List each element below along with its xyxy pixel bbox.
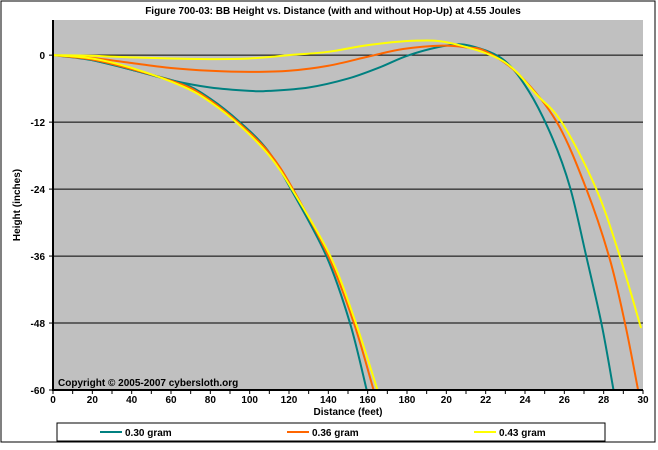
x-axis-label: Distance (feet) — [314, 407, 383, 418]
x-tick-label: 100 — [241, 395, 258, 406]
series-line-0-36-gram-without-hop-up — [53, 54, 375, 391]
y-tick-label: 0 — [39, 51, 45, 62]
y-tick-label: -48 — [31, 319, 46, 330]
y-tick-label: -36 — [31, 252, 46, 263]
copyright-annotation: Copyright © 2005-2007 cybersloth.org — [58, 378, 238, 389]
series-line-0-36-gram-with-hop-up — [53, 44, 640, 391]
x-tick-label: 26 — [559, 395, 571, 406]
x-tick-label: 80 — [205, 395, 217, 406]
x-tick-label: 20 — [441, 395, 453, 406]
x-tick-label: 22 — [480, 395, 492, 406]
chart-title: Figure 700-03: BB Height vs. Distance (w… — [145, 6, 521, 17]
x-tick-label: 120 — [281, 395, 298, 406]
x-tick-label: 28 — [598, 395, 610, 406]
x-tick-label: 24 — [519, 395, 531, 406]
x-tick-label: 30 — [637, 395, 649, 406]
x-tick-label: 160 — [359, 395, 376, 406]
x-tick-label: 20 — [87, 395, 99, 406]
y-tick-label: -12 — [31, 118, 46, 129]
plot-area — [53, 20, 643, 390]
legend-label: 0.43 gram — [499, 428, 546, 439]
x-tick-label: 60 — [165, 395, 177, 406]
legend-label: 0.30 gram — [125, 428, 172, 439]
x-tick-label: 0 — [50, 395, 56, 406]
x-tick-label: 180 — [399, 395, 416, 406]
legend-label: 0.36 gram — [312, 428, 359, 439]
series-line-0-43-gram-without-hop-up — [53, 54, 379, 391]
x-tick-label: 40 — [126, 395, 138, 406]
y-axis-label: Height (inches) — [12, 169, 23, 241]
y-tick-label: -60 — [31, 386, 46, 397]
series-line-0-43-gram-with-hop-up — [53, 39, 642, 329]
y-tick-label: -24 — [31, 185, 46, 196]
x-tick-label: 140 — [320, 395, 337, 406]
legend — [56, 422, 606, 442]
